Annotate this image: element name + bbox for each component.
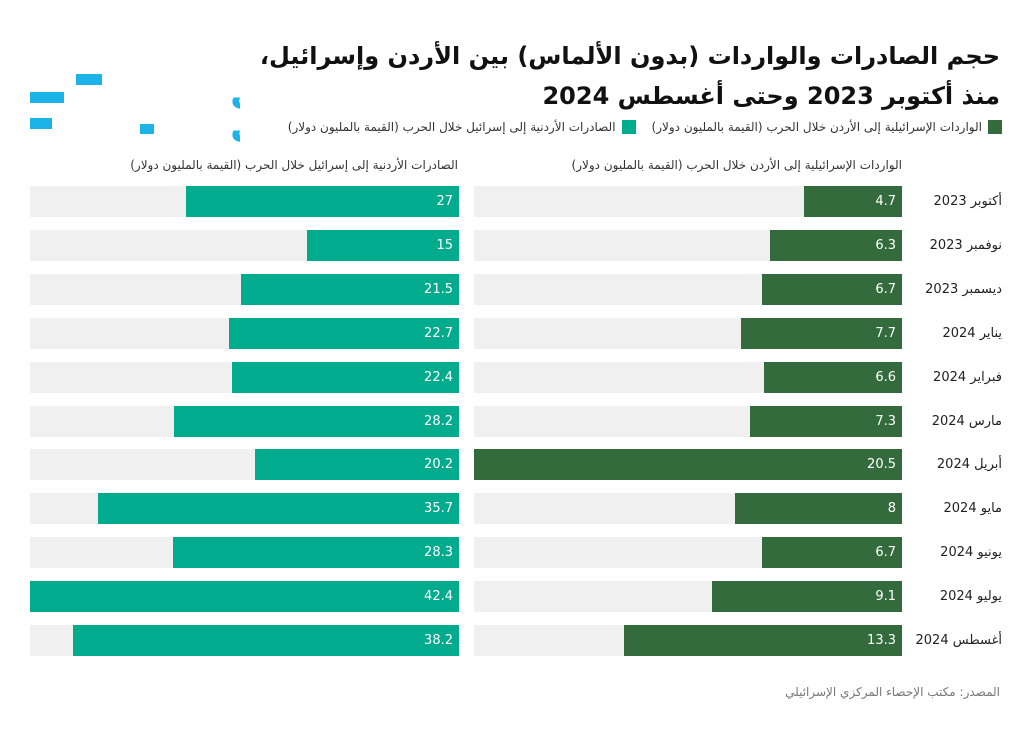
- exports-value-label: 21.5: [424, 281, 453, 297]
- arabi-post-logo: عربي بوست: [30, 70, 240, 150]
- legend-item-imports: الواردات الإسرائيلية إلى الأردن خلال الح…: [652, 120, 1002, 134]
- imports-track: 8: [474, 493, 902, 525]
- imports-bar: 4.7: [803, 186, 902, 217]
- imports-value-label: 4.7: [875, 194, 896, 209]
- imports-track: 6.6: [474, 361, 902, 393]
- legend-swatch-exports: [621, 120, 636, 134]
- source-note: المصدر: مكتب الإحصاء المركزي الإسرائيلي: [785, 685, 1000, 699]
- imports-bar: 9.1: [712, 581, 902, 613]
- imports-bar: 8: [734, 493, 902, 525]
- legend-swatch-imports: [988, 120, 1002, 134]
- imports-value-label: 7.7: [875, 325, 896, 341]
- exports-value-label: 42.4: [424, 589, 453, 605]
- svg-text:بوست: بوست: [230, 107, 240, 150]
- exports-track: 27: [30, 186, 459, 217]
- imports-bar: 20.5: [474, 449, 902, 481]
- legend-label-imports: الواردات الإسرائيلية إلى الأردن خلال الح…: [651, 120, 982, 134]
- imports-track: 7.7: [474, 317, 902, 349]
- legend-item-exports: الصادرات الأردنية إلى إسرائيل خلال الحرب…: [288, 120, 636, 134]
- category-label: ديسمبر 2023: [925, 281, 1002, 297]
- category-label: أغسطس 2024: [915, 633, 1002, 648]
- exports-value-label: 27: [436, 194, 453, 209]
- category-label: مايو 2024: [943, 501, 1002, 517]
- imports-value-label: 20.5: [867, 457, 896, 473]
- exports-track: 22.7: [30, 317, 459, 349]
- imports-bar: 6.7: [762, 537, 902, 569]
- imports-value-label: 9.1: [875, 589, 896, 605]
- imports-value-label: 7.3: [875, 413, 896, 429]
- imports-bar: 13.3: [624, 625, 902, 656]
- legend-label-exports: الصادرات الأردنية إلى إسرائيل خلال الحرب…: [287, 120, 616, 134]
- imports-track: 6.7: [474, 273, 902, 305]
- exports-bar: 15: [307, 229, 459, 261]
- exports-value-label: 35.7: [424, 501, 453, 517]
- exports-bar: 27: [185, 186, 459, 217]
- exports-value-label: 38.2: [424, 633, 453, 648]
- category-label: مارس 2024: [931, 413, 1002, 429]
- chart-legend: الواردات الإسرائيلية إلى الأردن خلال الح…: [288, 120, 1002, 134]
- imports-track: 9.1: [474, 581, 902, 613]
- exports-track: 35.7: [30, 493, 459, 525]
- imports-value-label: 6.6: [875, 369, 896, 385]
- exports-bar: 22.4: [232, 361, 459, 393]
- exports-bar: 42.4: [30, 581, 459, 613]
- exports-value-label: 22.7: [424, 325, 453, 341]
- exports-panel-title: الصادرات الأردنية إلى إسرائيل خلال الحرب…: [130, 158, 458, 172]
- imports-bar: 6.6: [764, 361, 902, 393]
- exports-bar: 28.3: [172, 537, 459, 569]
- imports-value-label: 6.7: [875, 545, 896, 561]
- exports-track: 28.2: [30, 405, 459, 437]
- chart-title: حجم الصادرات والواردات (بدون الألماس) بي…: [259, 42, 1000, 110]
- imports-track: 7.3: [474, 405, 902, 437]
- category-label: يناير 2024: [942, 325, 1002, 341]
- exports-value-label: 28.3: [424, 545, 453, 561]
- imports-value-label: 6.7: [875, 281, 896, 297]
- exports-value-label: 22.4: [424, 369, 453, 385]
- category-label: أبريل 2024: [936, 457, 1002, 473]
- category-label: أكتوبر 2023: [933, 194, 1002, 209]
- imports-bar: 7.3: [749, 405, 902, 437]
- imports-panel-title: الواردات الإسرائيلية إلى الأردن خلال الح…: [571, 158, 902, 172]
- exports-track: 20.2: [30, 449, 459, 481]
- imports-track: 4.7: [474, 186, 902, 217]
- imports-track: 13.3: [474, 625, 902, 656]
- imports-bar: 6.3: [770, 229, 902, 261]
- exports-track: 42.4: [30, 581, 459, 613]
- exports-track: 21.5: [30, 273, 459, 305]
- exports-track: 38.2: [30, 625, 459, 656]
- imports-value-label: 8: [887, 501, 896, 517]
- imports-bar: 7.7: [741, 317, 902, 349]
- imports-bar: 6.7: [762, 273, 902, 305]
- exports-track: 28.3: [30, 537, 459, 569]
- imports-track: 20.5: [474, 449, 902, 481]
- category-label: يوليو 2024: [939, 589, 1002, 605]
- imports-value-label: 6.3: [875, 237, 896, 253]
- exports-value-label: 15: [436, 237, 453, 253]
- svg-text:عربي: عربي: [230, 70, 240, 113]
- exports-bar: 35.7: [97, 493, 459, 525]
- exports-bar: 22.7: [229, 317, 459, 349]
- exports-bar: 28.2: [173, 405, 459, 437]
- exports-value-label: 28.2: [424, 413, 453, 429]
- exports-track: 15: [30, 229, 459, 261]
- category-label: يونيو 2024: [940, 545, 1002, 561]
- imports-track: 6.7: [474, 537, 902, 569]
- exports-value-label: 20.2: [424, 457, 453, 473]
- category-label: فبراير 2024: [933, 369, 1002, 385]
- exports-track: 22.4: [30, 361, 459, 393]
- exports-bar: 38.2: [72, 625, 459, 656]
- imports-track: 6.3: [474, 229, 902, 261]
- category-label: نوفمبر 2023: [929, 237, 1002, 253]
- imports-value-label: 13.3: [867, 633, 896, 648]
- exports-bar: 20.2: [254, 449, 459, 481]
- exports-bar: 21.5: [241, 273, 459, 305]
